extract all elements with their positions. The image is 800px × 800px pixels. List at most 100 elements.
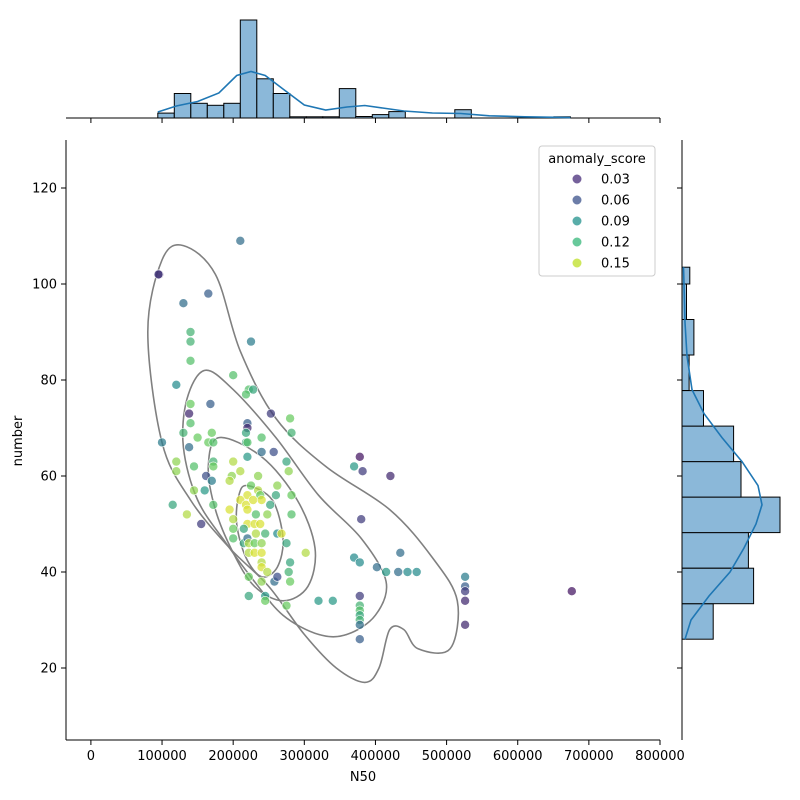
- scatter-point: [208, 499, 219, 510]
- scatter-point: [224, 504, 235, 515]
- scatter-point: [357, 466, 368, 477]
- scatter-point: [248, 495, 258, 505]
- legend-title: anomaly_score: [548, 152, 646, 167]
- scatter-point: [184, 442, 194, 453]
- scatter-point: [265, 499, 276, 510]
- scatter-point: [228, 514, 238, 525]
- scatter-point: [228, 523, 238, 534]
- scatter-point: [281, 538, 292, 549]
- legend: anomaly_score 0.03 0.06 0.09 0.12 0.15: [538, 145, 656, 277]
- scatter-point: [285, 413, 295, 424]
- kde-contour-3: [207, 436, 317, 602]
- scatter-point: [256, 447, 267, 457]
- scatter-point: [372, 562, 382, 573]
- scatter-point: [276, 528, 287, 539]
- y-tick-label: 20: [40, 662, 57, 677]
- x-marginal-histogram: [66, 19, 660, 119]
- scatter-point: [354, 634, 365, 645]
- legend-box: [538, 145, 656, 277]
- x-hist-bar: [190, 102, 208, 119]
- scatter-point: [402, 567, 413, 577]
- scatter-point: [286, 509, 297, 520]
- scatter-point: [460, 595, 470, 606]
- x-hist-bar: [371, 114, 390, 119]
- scatter-point: [566, 586, 577, 597]
- scatter-point: [235, 236, 246, 246]
- scatter-point: [185, 355, 196, 366]
- y-axis-label: number: [11, 415, 26, 466]
- scatter-point: [196, 519, 206, 529]
- x-tick-label: 200000: [208, 749, 258, 764]
- scatter-point: [189, 461, 199, 472]
- scatter-point: [256, 538, 267, 549]
- scatter-point: [411, 567, 422, 577]
- scatter-point: [178, 298, 189, 309]
- scatter-point: [153, 269, 164, 280]
- scatter-point: [283, 466, 294, 477]
- scatter-point: [262, 567, 273, 577]
- kde-contours: [146, 244, 460, 684]
- scatter-point: [286, 490, 297, 501]
- x-hist-bar: [289, 116, 307, 119]
- scatter-point: [189, 485, 199, 496]
- legend-marker: [571, 257, 583, 269]
- scatter-point: [241, 389, 251, 400]
- scatter-point: [354, 451, 365, 462]
- x-hist-bar: [256, 78, 274, 119]
- scatter-point: [157, 437, 167, 448]
- scatter-point: [349, 461, 359, 472]
- scatter-point: [272, 571, 283, 582]
- scatter-point: [262, 509, 273, 520]
- scatter-point: [460, 571, 470, 582]
- scatter-point: [192, 432, 203, 443]
- y-hist-bar: [681, 496, 781, 534]
- scatter-point: [356, 514, 367, 525]
- scatter-point: [199, 485, 210, 496]
- x-tick-label: 700000: [564, 749, 614, 764]
- x-tick-label: 300000: [279, 749, 329, 764]
- scatter-point: [242, 504, 253, 515]
- scatter-point: [256, 432, 267, 443]
- scatter-point: [253, 471, 263, 481]
- scatter-point: [207, 427, 217, 438]
- legend-marker: [571, 173, 583, 185]
- y-kde-curve: [682, 267, 763, 640]
- scatter-point: [260, 528, 271, 539]
- scatter-point: [246, 480, 256, 491]
- scatter-point: [251, 509, 261, 520]
- scatter-point: [395, 547, 406, 558]
- scatter-point: [327, 595, 338, 606]
- scatter-point: [207, 475, 217, 486]
- x-hist-bar: [272, 93, 291, 119]
- scatter-point: [281, 456, 292, 467]
- legend-label: 0.12: [601, 236, 630, 251]
- x-tick-label: 100000: [137, 749, 187, 764]
- scatter-point: [354, 619, 365, 630]
- x-tick-label: 0: [87, 749, 95, 764]
- kde-contour-2: [181, 369, 388, 638]
- x-hist-bar: [338, 88, 357, 119]
- scatter-point: [235, 466, 246, 477]
- x-hist-bar: [388, 111, 406, 119]
- x-hist-bar: [157, 112, 175, 119]
- scatter-point: [246, 336, 256, 347]
- y-tick-label: 60: [40, 470, 57, 485]
- scatter-point: [256, 547, 267, 558]
- scatter-point: [205, 399, 216, 409]
- scatter-point: [184, 408, 194, 419]
- legend-marker: [571, 236, 583, 248]
- x-hist-bar: [239, 19, 258, 119]
- scatter-point: [244, 591, 254, 601]
- scatter-point: [300, 547, 311, 558]
- y-tick-label: 100: [32, 278, 57, 293]
- scatter-point: [242, 437, 253, 448]
- scatter-point: [185, 336, 196, 347]
- x-axis-label: N50: [350, 770, 376, 785]
- scatter-point: [228, 370, 238, 381]
- scatter-point: [185, 418, 196, 429]
- x-hist-bar: [206, 104, 225, 119]
- y-hist-bar: [681, 532, 749, 569]
- x-hist-bar: [305, 116, 324, 119]
- scatter-point: [460, 619, 470, 630]
- scatter-point: [354, 591, 365, 601]
